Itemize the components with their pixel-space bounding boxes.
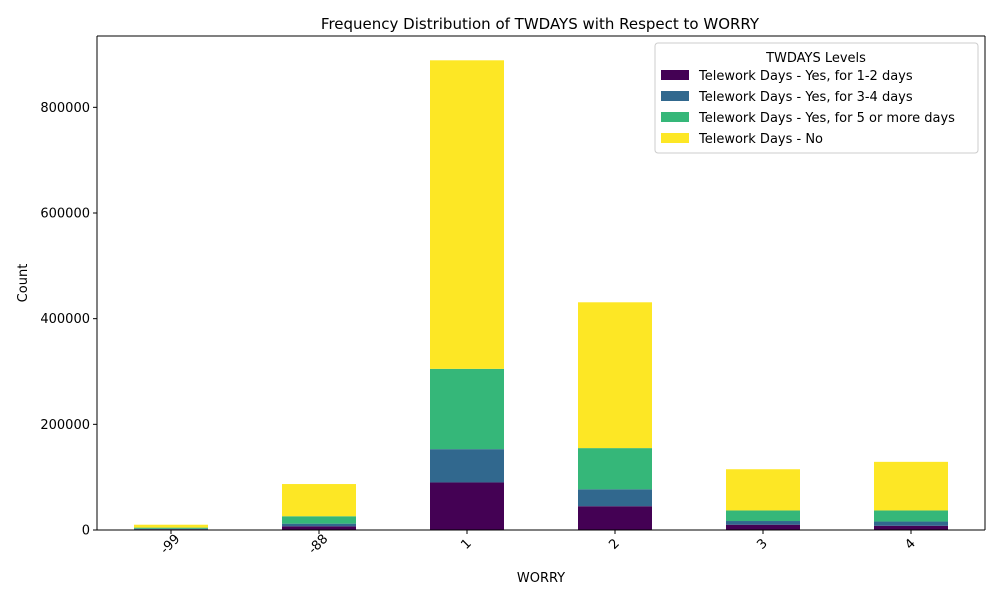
bar-segment [874, 525, 948, 530]
x-axis-label: WORRY [517, 571, 565, 586]
bar-segment [134, 524, 208, 528]
bar-segment [578, 506, 652, 530]
bar-segment [430, 60, 504, 369]
legend: TWDAYS Levels Telework Days - Yes, for 1… [654, 42, 979, 154]
bar-segment [430, 482, 504, 530]
y-axis-label: Count [16, 264, 31, 303]
bar-segment [430, 449, 504, 483]
bar-segment [282, 484, 356, 517]
bar-segment [578, 302, 652, 449]
bar-segment [134, 528, 208, 530]
bar-segment [578, 448, 652, 490]
x-tick-label: -99 [158, 532, 184, 558]
legend-label: Telework Days - No [698, 132, 823, 147]
legend-title: TWDAYS Levels [765, 51, 866, 66]
bar-segment [134, 527, 208, 529]
y-tick-label: 0 [82, 524, 90, 539]
bar-segment [874, 521, 948, 526]
y-tick-label: 400000 [40, 312, 90, 327]
x-tick-label: 1 [458, 536, 474, 552]
legend-label: Telework Days - Yes, for 3-4 days [698, 90, 913, 105]
x-axis-ticks: -99 -88 1 2 3 4 [158, 530, 919, 557]
bar-segment [726, 524, 800, 530]
chart-title: Frequency Distribution of TWDAYS with Re… [321, 15, 760, 33]
bar-segment [282, 516, 356, 524]
bar-segment [726, 469, 800, 511]
y-tick-label: 200000 [40, 418, 90, 433]
bar-segment [726, 510, 800, 522]
x-tick-label: -88 [306, 532, 332, 558]
y-tick-label: 800000 [40, 101, 90, 116]
x-tick-label: 2 [606, 536, 622, 552]
x-tick-label: 3 [754, 536, 770, 552]
y-axis-ticks: 0 200000 400000 600000 800000 [40, 101, 97, 539]
bar-segment [578, 489, 652, 507]
bar-segment [874, 510, 948, 522]
bar-segment [874, 461, 948, 511]
legend-label: Telework Days - Yes, for 1-2 days [698, 69, 913, 84]
legend-swatch [661, 133, 689, 143]
bars [134, 60, 948, 530]
bar-segment [282, 526, 356, 530]
x-tick-label: 4 [902, 536, 918, 552]
legend-items: Telework Days - Yes, for 1-2 days Telewor… [661, 69, 955, 147]
legend-frame [654, 42, 979, 154]
legend-swatch [661, 70, 689, 80]
bar-segment [430, 368, 504, 450]
bar-segment [726, 521, 800, 525]
legend-swatch [661, 91, 689, 101]
bar-segment [282, 523, 356, 527]
legend-label: Telework Days - Yes, for 5 or more days [698, 111, 955, 126]
y-tick-label: 600000 [40, 206, 90, 221]
legend-swatch [661, 112, 689, 122]
